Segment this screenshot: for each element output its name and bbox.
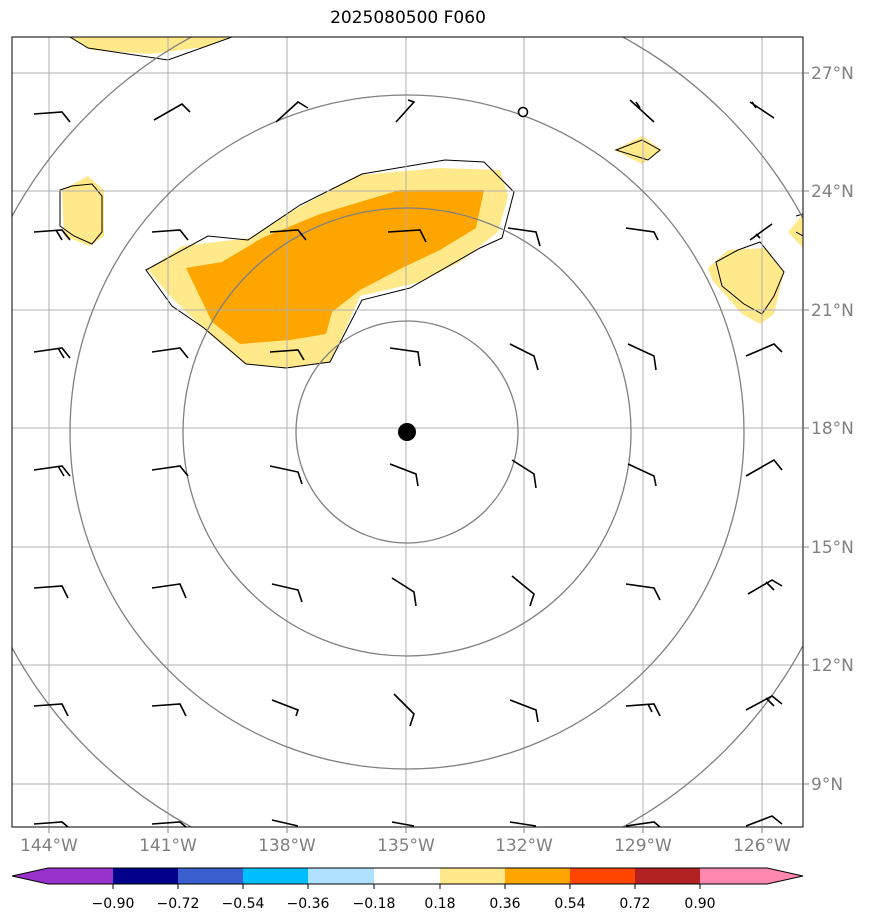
calm-wind-marker [517, 106, 529, 118]
longitude-labels: 144°W 141°W 138°W 135°W 132°W 129°W 126°… [20, 836, 791, 856]
lat-label-18: 18°N [811, 419, 854, 439]
field-contours [59, 37, 803, 369]
lat-label-24: 24°N [811, 182, 854, 202]
lat-label-9: 9°N [811, 775, 843, 795]
lon-label-126: 126°W [733, 836, 791, 856]
wind-barbs [33, 99, 783, 827]
colorbar-segment [700, 868, 767, 884]
colorbar-tick-label: −0.90 [92, 896, 135, 912]
field-region-main-dark [186, 190, 484, 344]
colorbar: −0.90 −0.72 −0.54 −0.36 −0.18 0.18 0.36 … [11, 867, 804, 912]
colorbar-tick-label: 0.90 [684, 896, 715, 912]
field-region-east-edge [788, 214, 803, 248]
lon-label-138: 138°W [258, 836, 316, 856]
range-ring-3 [69, 94, 745, 770]
lon-label-129: 129°W [614, 836, 672, 856]
lon-label-144: 144°W [20, 836, 78, 856]
axis-ticks [48, 72, 809, 833]
colorbar-tick-label: −0.36 [287, 896, 330, 912]
colorbar-tick-label: 0.36 [489, 896, 520, 912]
colorbar-tick-label: 0.72 [619, 896, 650, 912]
field-region-west [62, 176, 104, 246]
latitude-labels: 27°N 24°N 21°N 18°N 15°N 12°N 9°N [811, 64, 854, 795]
colorbar-segment [243, 868, 309, 884]
colorbar-segment [308, 868, 375, 884]
map-frame [11, 36, 804, 828]
colorbar-extend-high [766, 868, 803, 884]
range-ring-4 [12, 37, 803, 827]
graticule [12, 37, 803, 827]
lat-label-21: 21°N [811, 301, 854, 321]
colorbar-extend-low [12, 868, 48, 884]
range-ring-2 [182, 207, 632, 657]
range-rings [12, 37, 803, 827]
colorbar-tick-label: −0.18 [353, 896, 396, 912]
lon-label-132: 132°W [495, 836, 553, 856]
colorbar-tick-label: −0.54 [222, 896, 265, 912]
colorbar-tick-label: 0.18 [424, 896, 455, 912]
colorbar-segment [505, 868, 571, 884]
map-area [12, 37, 803, 827]
colorbar-segment [570, 868, 636, 884]
colorbar-segment [635, 868, 701, 884]
field-shading [62, 37, 803, 368]
storm-center-marker [398, 423, 416, 441]
colorbar-segment [48, 868, 114, 884]
range-ring-1 [295, 320, 519, 544]
lat-label-15: 15°N [811, 538, 854, 558]
lat-label-12: 12°N [811, 656, 854, 676]
colorbar-outline [11, 867, 804, 885]
field-region-top [68, 37, 232, 54]
colorbar-segment [178, 868, 244, 884]
colorbar-segment [440, 868, 506, 884]
colorbar-tick-label: 0.54 [554, 896, 585, 912]
map-title: 2025080500 F060 [330, 8, 486, 28]
field-region-east [708, 248, 784, 324]
lon-label-135: 135°W [377, 836, 435, 856]
lat-label-27: 27°N [811, 64, 854, 84]
colorbar-segment [113, 868, 179, 884]
colorbar-tick-label: −0.72 [157, 896, 200, 912]
lon-label-141: 141°W [139, 836, 197, 856]
colorbar-segment [374, 868, 440, 884]
field-region-ne-small [614, 136, 662, 164]
